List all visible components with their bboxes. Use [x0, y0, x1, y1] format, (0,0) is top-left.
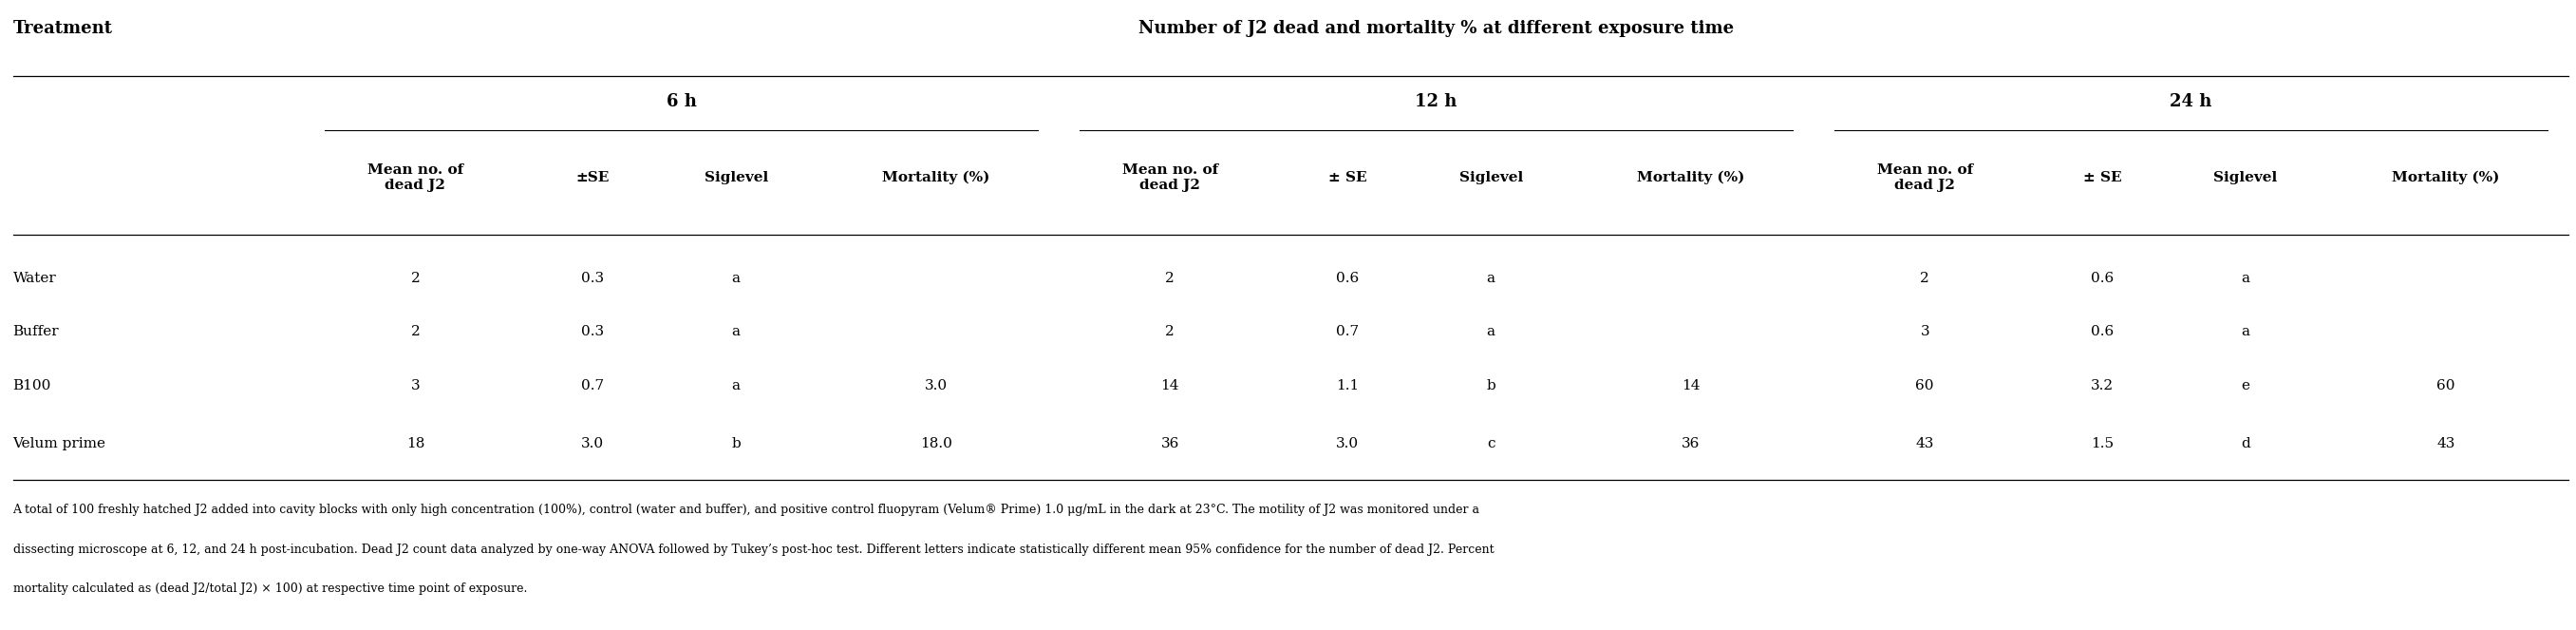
- Text: 2: 2: [1164, 324, 1175, 338]
- Text: a: a: [732, 272, 739, 285]
- Text: a: a: [2241, 272, 2249, 285]
- Text: mortality calculated as (dead J2/total J2) × 100) at respective time point of ex: mortality calculated as (dead J2/total J…: [13, 582, 528, 595]
- Text: 0.6: 0.6: [1337, 272, 1360, 285]
- Text: 3.0: 3.0: [582, 437, 605, 451]
- Text: 43: 43: [1917, 437, 1935, 451]
- Text: 36: 36: [1682, 437, 1700, 451]
- Text: b: b: [732, 437, 742, 451]
- Text: 3.2: 3.2: [2092, 379, 2115, 392]
- Text: 2: 2: [1164, 272, 1175, 285]
- Text: 12 h: 12 h: [1414, 93, 1458, 111]
- Text: a: a: [732, 379, 739, 392]
- Text: Mean no. of
dead J2: Mean no. of dead J2: [1123, 163, 1218, 192]
- Text: Mortality (%): Mortality (%): [881, 171, 989, 185]
- Text: Mortality (%): Mortality (%): [1636, 171, 1744, 185]
- Text: a: a: [732, 324, 739, 338]
- Text: ± SE: ± SE: [1329, 171, 1368, 185]
- Text: 3.0: 3.0: [925, 379, 948, 392]
- Text: Buffer: Buffer: [13, 324, 59, 338]
- Text: 3: 3: [1919, 324, 1929, 338]
- Text: 14: 14: [1682, 379, 1700, 392]
- Text: dissecting microscope at 6, 12, and 24 h post-incubation. Dead J2 count data ana: dissecting microscope at 6, 12, and 24 h…: [13, 543, 1494, 556]
- Text: Siglevel: Siglevel: [1458, 171, 1522, 185]
- Text: e: e: [2241, 379, 2249, 392]
- Text: 0.7: 0.7: [582, 379, 605, 392]
- Text: 14: 14: [1162, 379, 1180, 392]
- Text: a: a: [2241, 324, 2249, 338]
- Text: Mortality (%): Mortality (%): [2391, 171, 2499, 185]
- Text: Mean no. of
dead J2: Mean no. of dead J2: [1878, 163, 1973, 192]
- Text: d: d: [2241, 437, 2251, 451]
- Text: 3.0: 3.0: [1337, 437, 1360, 451]
- Text: 24 h: 24 h: [2169, 93, 2213, 111]
- Text: ± SE: ± SE: [2084, 171, 2123, 185]
- Text: 3: 3: [410, 379, 420, 392]
- Text: B100: B100: [13, 379, 52, 392]
- Text: 18.0: 18.0: [920, 437, 953, 451]
- Text: a: a: [1486, 324, 1494, 338]
- Text: 1.5: 1.5: [2092, 437, 2115, 451]
- Text: 0.6: 0.6: [2092, 272, 2115, 285]
- Text: 6 h: 6 h: [667, 93, 696, 111]
- Text: 0.7: 0.7: [1337, 324, 1360, 338]
- Text: 1.1: 1.1: [1337, 379, 1360, 392]
- Text: 2: 2: [410, 272, 420, 285]
- Text: 2: 2: [1919, 272, 1929, 285]
- Text: Number of J2 dead and mortality % at different exposure time: Number of J2 dead and mortality % at dif…: [1139, 20, 1734, 37]
- Text: A total of 100 freshly hatched J2 added into cavity blocks with only high concen: A total of 100 freshly hatched J2 added …: [13, 504, 1479, 517]
- Text: 36: 36: [1162, 437, 1180, 451]
- Text: a: a: [1486, 272, 1494, 285]
- Text: 0.3: 0.3: [582, 324, 605, 338]
- Text: ±SE: ±SE: [577, 171, 611, 185]
- Text: Mean no. of
dead J2: Mean no. of dead J2: [368, 163, 464, 192]
- Text: 2: 2: [410, 324, 420, 338]
- Text: Velum prime: Velum prime: [13, 437, 106, 451]
- Text: Siglevel: Siglevel: [2213, 171, 2277, 185]
- Text: 18: 18: [407, 437, 425, 451]
- Text: Treatment: Treatment: [13, 20, 113, 37]
- Text: c: c: [1486, 437, 1494, 451]
- Text: Water: Water: [13, 272, 57, 285]
- Text: 0.3: 0.3: [582, 272, 605, 285]
- Text: b: b: [1486, 379, 1497, 392]
- Text: Siglevel: Siglevel: [703, 171, 768, 185]
- Text: 43: 43: [2437, 437, 2455, 451]
- Text: 0.6: 0.6: [2092, 324, 2115, 338]
- Text: 60: 60: [2437, 379, 2455, 392]
- Text: 60: 60: [1917, 379, 1935, 392]
